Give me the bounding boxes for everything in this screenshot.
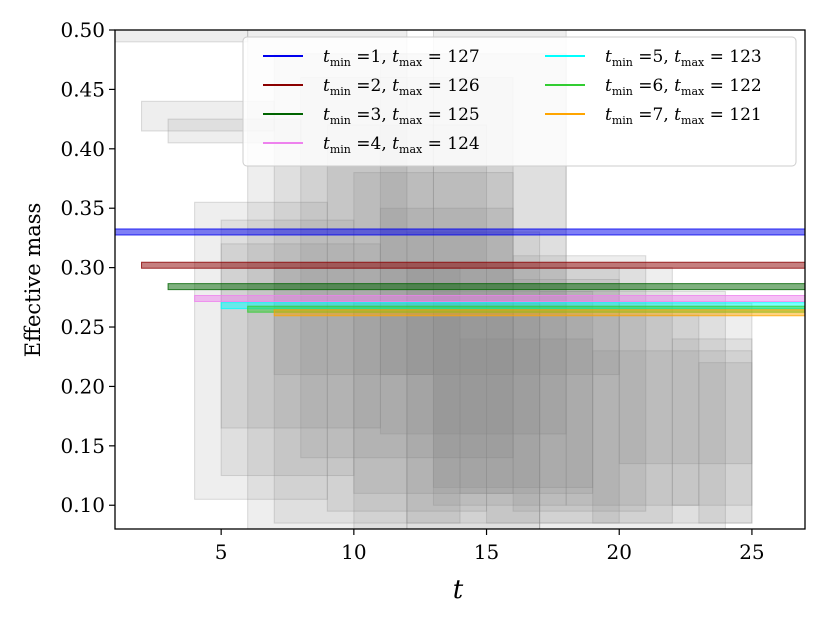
legend-entry: tmin =3, tmax = 125: [263, 105, 480, 127]
legend-entry: tmin =7, tmax = 121: [545, 105, 762, 127]
y-tick-label: 0.20: [60, 374, 105, 398]
background-box: [194, 201, 328, 500]
background-box: [326, 124, 488, 512]
fit-band-tmin-4: [194, 295, 805, 303]
background-box: [618, 302, 753, 465]
x-axis: 5 10 15 20 25: [215, 529, 765, 564]
background-box: [432, 290, 594, 488]
legend-entry: tmin =2, tmax = 126: [263, 76, 480, 98]
legend-label: tmin =7, tmax = 121: [605, 105, 762, 127]
y-tick-label: 0.35: [60, 196, 105, 220]
legend-entry: tmin =4, tmax = 124: [263, 134, 480, 156]
y-tick-label: 0.40: [60, 137, 105, 161]
legend-label: tmin =2, tmax = 126: [323, 76, 480, 98]
y-tick-label: 0.30: [60, 256, 105, 280]
y-tick-label: 0.10: [60, 493, 105, 517]
background-box: [406, 231, 541, 529]
y-tick-label: 0.15: [60, 434, 105, 458]
legend-entry: tmin =1, tmax = 127: [263, 47, 480, 69]
background-box: [698, 362, 753, 524]
legend-entry: tmin =6, tmax = 122: [545, 76, 762, 98]
legend-label: tmin =6, tmax = 122: [605, 76, 762, 98]
fit-band-tmin-2: [141, 261, 805, 269]
legend-entry: tmin =5, tmax = 123: [545, 47, 762, 69]
legend-label: tmin =3, tmax = 125: [323, 105, 480, 127]
x-tick-label: 15: [474, 540, 499, 564]
background-box: [115, 30, 249, 43]
legend-label: tmin =5, tmax = 123: [605, 47, 762, 69]
legend-label: tmin =1, tmax = 127: [323, 47, 480, 69]
background-box: [539, 290, 726, 529]
y-tick-label: 0.25: [60, 315, 105, 339]
legend-label: tmin =4, tmax = 124: [323, 134, 480, 156]
legend-box: [242, 36, 797, 167]
y-tick-label: 0.50: [60, 18, 105, 42]
plot-frame: [114, 29, 806, 530]
background-box: [671, 338, 753, 506]
x-tick-label: 25: [739, 540, 764, 564]
fit-bands: [115, 228, 805, 317]
background-box: [459, 338, 594, 494]
background-box: [353, 172, 514, 494]
y-tick-label: 0.45: [60, 77, 105, 101]
background-box: [592, 350, 753, 524]
legend: tmin =1, tmax = 127 tmin =2, tmax = 126 tm…: [242, 36, 797, 167]
background-box: [565, 314, 700, 506]
y-axis: 0.10 0.15 0.20 0.25 0.30 0.35 0.40 0.45 0.50: [60, 18, 115, 517]
x-axis-label: t: [453, 575, 464, 605]
background-box: [379, 207, 514, 376]
x-tick-label: 20: [607, 540, 632, 564]
background-box: [220, 243, 381, 429]
x-tick-label: 10: [341, 540, 366, 564]
fit-band-tmin-3: [167, 283, 805, 291]
x-tick-label: 5: [215, 540, 228, 564]
y-axis-label: Effective mass: [21, 203, 45, 358]
fit-band-tmin-7: [273, 309, 805, 317]
fit-band-tmin-1: [115, 228, 805, 236]
